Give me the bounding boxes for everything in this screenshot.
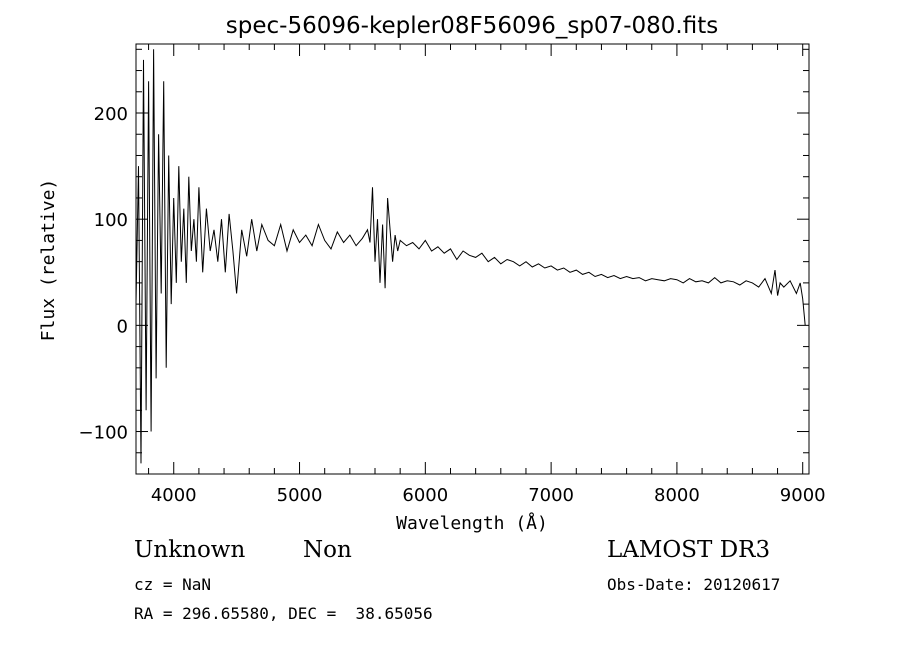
x-tick-label: 9000 [780, 485, 826, 506]
coordinates-text: RA = 296.65580, DEC = 38.65056 [134, 604, 433, 623]
x-tick-label: 6000 [402, 485, 448, 506]
survey-name: LAMOST DR3 [607, 537, 771, 563]
x-tick-label: 5000 [277, 485, 323, 506]
y-axis-label: Flux (relative) [38, 179, 59, 342]
y-axis-tick-labels: −100 0 100 200 [79, 104, 128, 444]
y-tick-label: 0 [117, 316, 128, 337]
y-tick-label: 200 [94, 104, 128, 125]
spectrum-line [135, 49, 806, 464]
chart-title: spec-56096-kepler08F56096_sp07-080.fits [226, 13, 718, 39]
y-tick-label: −100 [79, 423, 128, 444]
redshift-text: cz = NaN [134, 575, 212, 594]
plot-frame [135, 43, 810, 475]
object-class: Unknown [134, 537, 246, 563]
y-tick-label: 100 [94, 210, 128, 231]
object-subclass: Non [303, 537, 352, 563]
x-tick-label: 7000 [528, 485, 574, 506]
x-axis-ticks [148, 44, 804, 474]
x-tick-label: 4000 [151, 485, 197, 506]
x-tick-label: 8000 [654, 485, 700, 506]
x-axis-tick-labels: 4000 5000 6000 7000 8000 9000 [151, 485, 826, 506]
observation-date: Obs-Date: 20120617 [607, 575, 781, 594]
x-axis-label: Wavelength (Å) [396, 512, 548, 534]
y-axis-ticks [136, 48, 809, 475]
